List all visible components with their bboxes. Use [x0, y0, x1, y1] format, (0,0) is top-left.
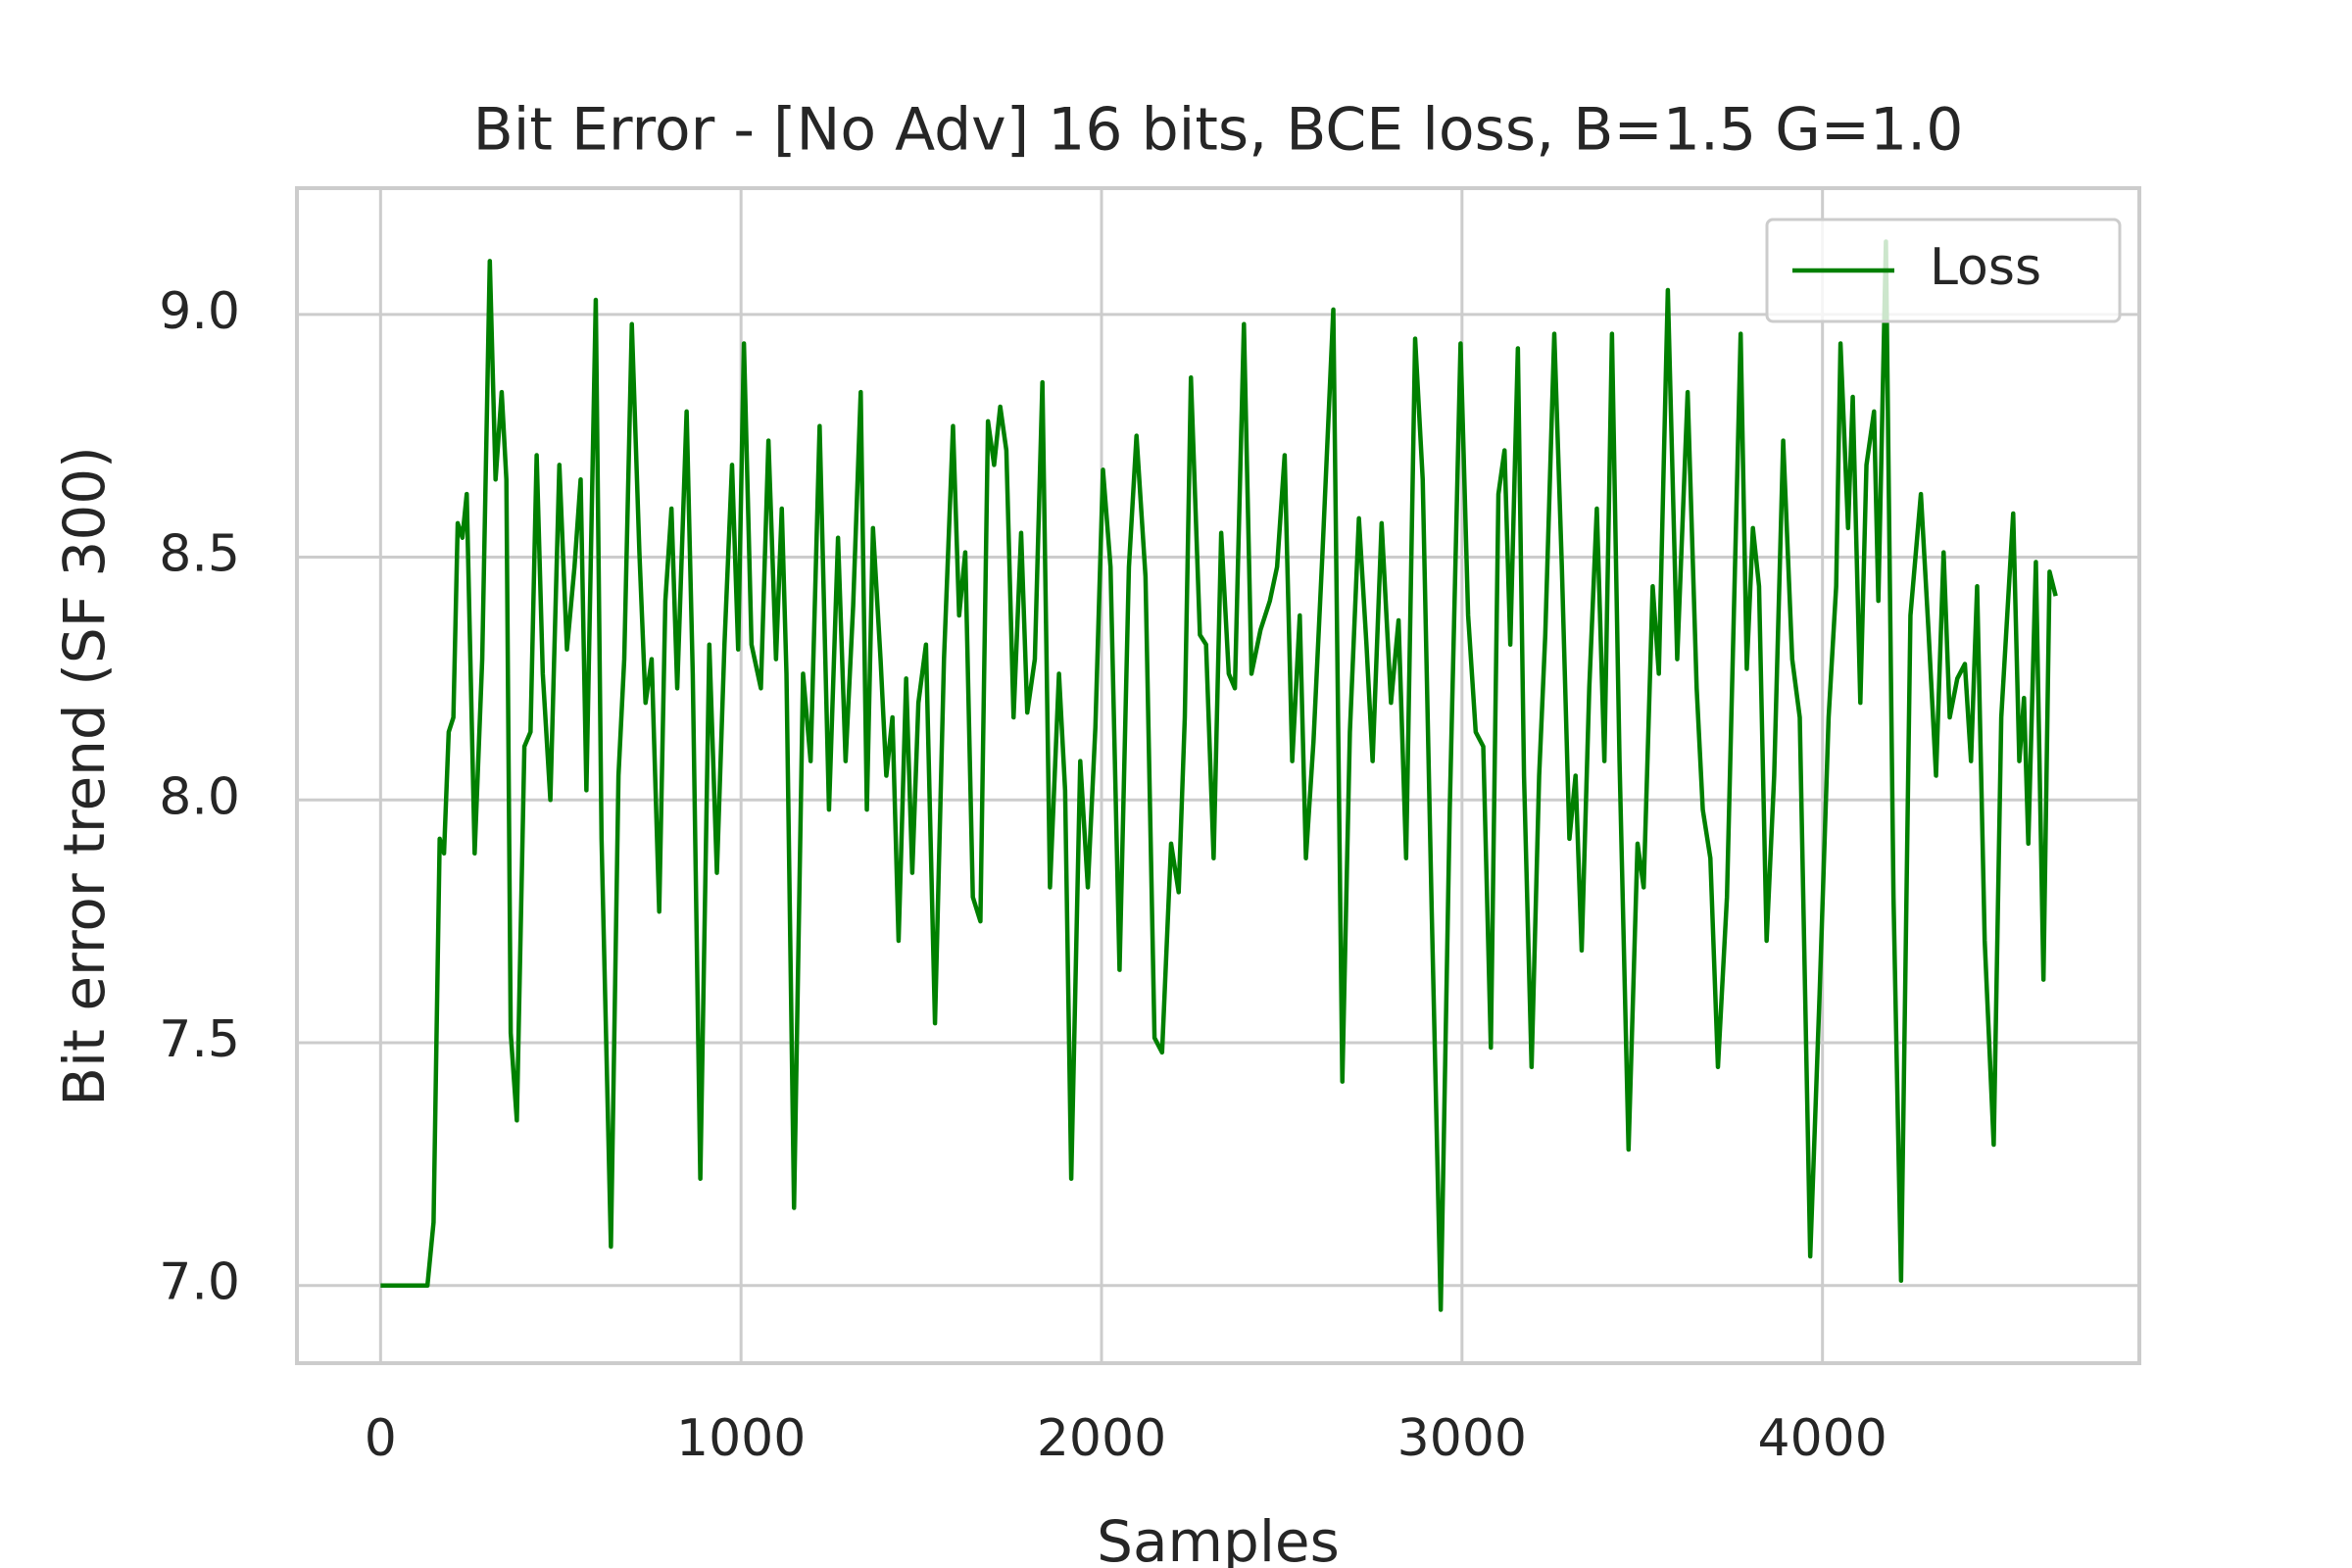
- y-tick-label: 8.5: [159, 525, 240, 584]
- x-tick-label: 1000: [676, 1409, 806, 1468]
- y-axis-label: Bit error trend (SF 300): [51, 446, 118, 1106]
- x-axis-label: Samples: [1097, 1508, 1340, 1568]
- data-line: [380, 239, 2058, 1312]
- y-tick-label: 8.0: [159, 767, 240, 826]
- x-tick-label: 0: [365, 1409, 397, 1468]
- legend-label: Loss: [1930, 238, 2041, 297]
- chart-title: Bit Error - [No Adv] 16 bits, BCE loss, …: [473, 96, 1964, 165]
- x-tick-label: 2000: [1037, 1409, 1166, 1468]
- x-tick-label: 4000: [1758, 1409, 1887, 1468]
- y-tick-label: 7.5: [159, 1010, 240, 1069]
- x-tick-label: 3000: [1397, 1409, 1527, 1468]
- legend: Loss: [1765, 218, 2122, 323]
- y-tick-label: 9.0: [159, 282, 240, 341]
- y-tick-label: 7.0: [159, 1253, 240, 1312]
- legend-box: [1765, 218, 2122, 323]
- plot-frame: [295, 186, 2141, 1365]
